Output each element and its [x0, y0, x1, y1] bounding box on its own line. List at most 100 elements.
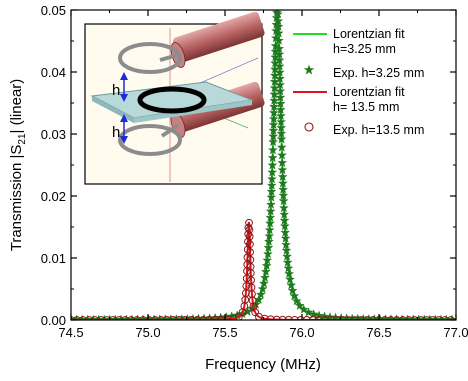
data-point: [285, 274, 295, 284]
y-tick-label: 0.01: [41, 251, 66, 266]
data-point: [269, 95, 280, 105]
data-point: [267, 173, 277, 184]
data-point: [268, 125, 279, 135]
data-point: [284, 268, 295, 279]
data-point: [282, 257, 293, 267]
data-point: [268, 136, 279, 147]
data-point: [261, 260, 272, 271]
data-point: [265, 212, 276, 222]
axes: 74.5 75.0 75.5 76.0 76.5 77.0 0.00 0.01 0.02 0.03…: [41, 3, 468, 340]
loop-lead-bottom: [160, 123, 180, 138]
data-point: [263, 242, 274, 252]
data-point: [277, 171, 288, 182]
x-tick-label: 74.5: [58, 325, 83, 340]
legend-label: Exp. h=3.25 mm: [333, 66, 424, 80]
data-point: [243, 245, 252, 254]
data-point: [245, 232, 254, 241]
x-tick-label: 76.0: [289, 325, 314, 340]
data-point: [255, 312, 263, 320]
legend-swatch-circle: [304, 122, 314, 132]
y-tick-label: 0.00: [41, 313, 66, 328]
series-4: [71, 218, 455, 320]
legend-label-line2: h=3.25 mm: [333, 42, 396, 56]
data-point: [294, 300, 305, 310]
legend-label: Lorentzian fit: [333, 85, 405, 99]
data-point: [266, 315, 275, 320]
data-point: [268, 131, 279, 141]
y-axis-title-tail: | (linear): [8, 79, 25, 134]
data-point: [267, 160, 278, 170]
data-point: [249, 302, 258, 311]
data-point: [280, 233, 291, 243]
x-tick-label: 75.0: [135, 325, 160, 340]
y-tick-label: 0.02: [41, 189, 66, 204]
data-point: [276, 142, 287, 152]
data-point: [277, 157, 288, 168]
data-point: [229, 314, 238, 320]
y-axis-title-subscript: 21: [17, 133, 28, 145]
y-axis-title-main: Transmission |S: [8, 145, 25, 252]
data-point: [258, 278, 269, 288]
data-point: [265, 206, 276, 216]
inset-illustration: h h: [84, 11, 265, 185]
data-point: [267, 152, 278, 163]
data-point: [262, 255, 273, 265]
data-point: [244, 237, 252, 246]
coupling-loop-top: [118, 42, 182, 74]
data-point: [272, 10, 283, 19]
data-point: [242, 274, 251, 283]
data-point: [276, 134, 287, 144]
data-point: [251, 308, 260, 317]
height-arrow-top: [120, 72, 128, 102]
data-point: [268, 119, 279, 130]
data-point: [273, 21, 284, 31]
height-arrow-bottom: [120, 114, 128, 144]
data-point: [223, 315, 232, 320]
data-point: [291, 295, 302, 306]
data-point: [268, 107, 279, 118]
data-point: [246, 262, 255, 271]
data-point: [257, 283, 268, 294]
data-point: [260, 272, 270, 282]
data-point: [277, 150, 287, 160]
data-point: [289, 290, 300, 301]
x-tick-label: 76.5: [366, 325, 391, 340]
data-point: [277, 164, 288, 175]
y-axis-title: Transmission |S21| (linear): [8, 79, 28, 252]
data-point: [234, 312, 243, 320]
data-point: [286, 280, 297, 290]
legend-entry-4: Exp. h=13.5 mm: [304, 122, 424, 137]
legend-swatch-star: [303, 64, 315, 75]
height-label-top: h: [112, 82, 120, 99]
y-tick-label: 0.05: [41, 3, 66, 18]
data-point: [278, 202, 289, 213]
data-point: [268, 113, 279, 124]
data-point: [262, 248, 273, 259]
data-point: [314, 310, 325, 320]
data-point: [269, 89, 280, 99]
data-point: [265, 218, 275, 228]
data-point: [282, 251, 292, 261]
data-point: [266, 199, 276, 209]
data-point: [255, 289, 266, 299]
data-point: [263, 236, 274, 246]
data-point: [267, 144, 278, 155]
data-point: [303, 307, 314, 317]
data-point: [273, 28, 284, 38]
data-point: [287, 285, 298, 295]
data-point: [246, 248, 255, 257]
y-tick-label: 0.03: [41, 127, 66, 142]
x-axis-title: Frequency (MHz): [205, 356, 321, 373]
data-point: [260, 314, 269, 320]
legend-label: Lorentzian fit: [333, 27, 405, 41]
substrate-edge: [134, 100, 252, 123]
data-point: [266, 192, 277, 202]
data-point: [242, 282, 251, 291]
data-point: [278, 195, 289, 206]
data-point: [298, 304, 309, 314]
data-point: [281, 245, 292, 255]
height-label-bottom: h: [112, 124, 120, 141]
